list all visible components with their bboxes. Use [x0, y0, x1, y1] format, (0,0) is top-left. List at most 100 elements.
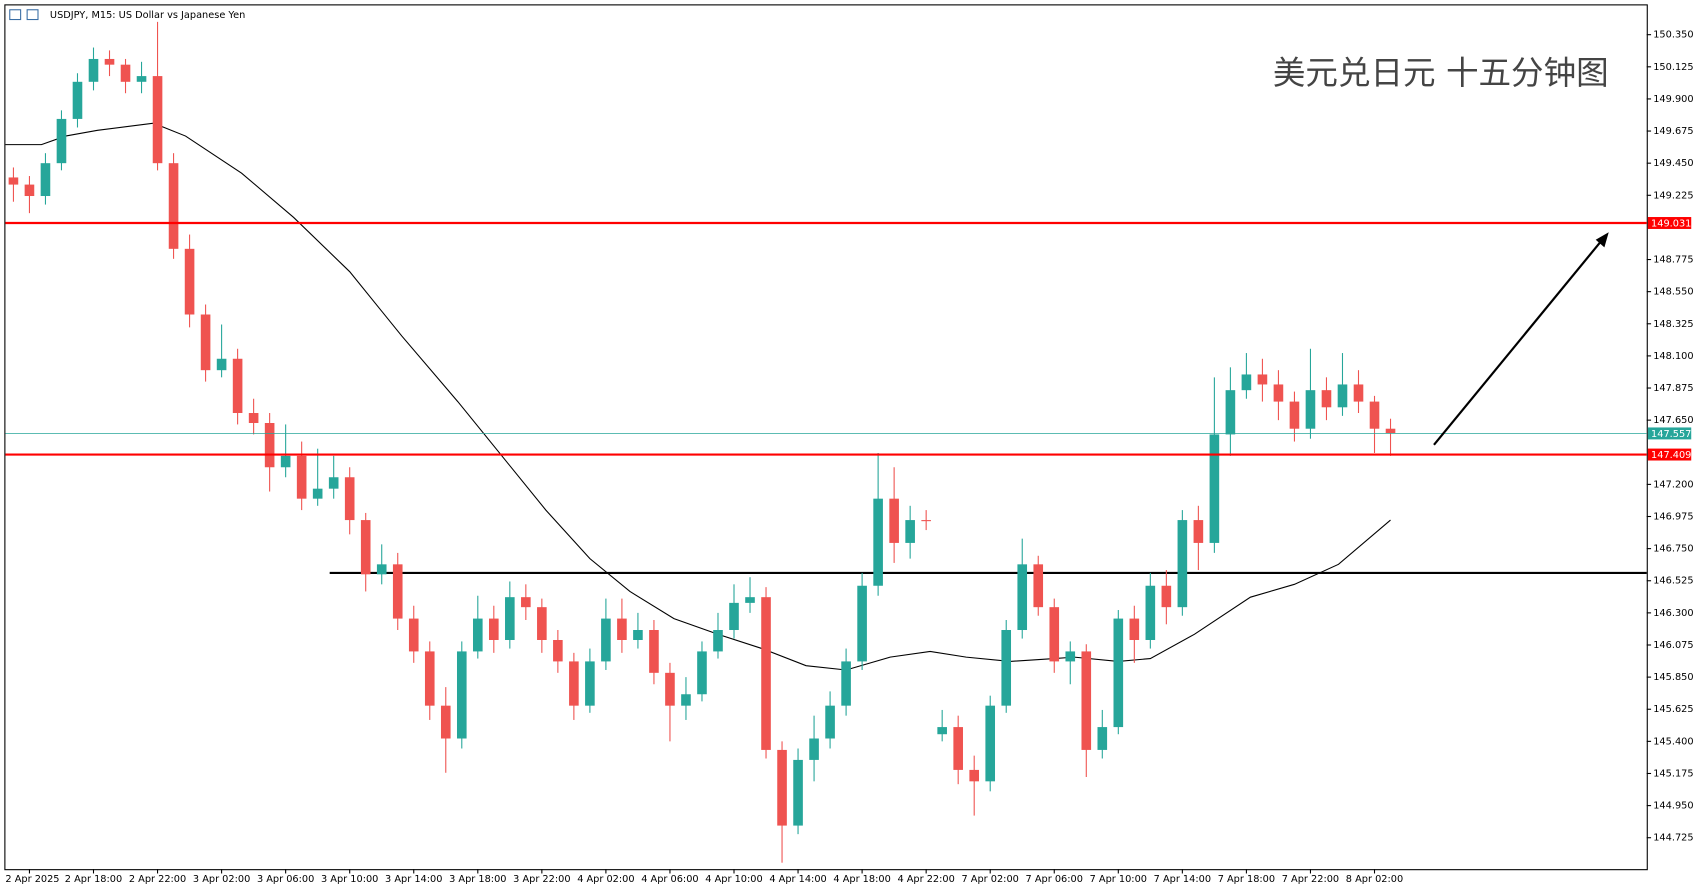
x-tick-label: 7 Apr 18:00 — [1218, 874, 1275, 885]
candle-body — [1385, 428, 1396, 434]
candle-body — [601, 618, 611, 662]
candle-body — [569, 661, 579, 706]
candle-body — [376, 564, 387, 575]
candle-body — [1337, 384, 1348, 408]
candle-body — [937, 727, 947, 735]
candle-body — [184, 248, 195, 315]
candle-body — [120, 64, 131, 82]
candle-body — [168, 163, 179, 249]
x-tick-label: 7 Apr 10:00 — [1090, 874, 1147, 885]
candle-body — [56, 118, 67, 164]
arrow — [1433, 239, 1604, 446]
candle-body — [697, 651, 707, 695]
candle-body — [873, 498, 883, 586]
price-label: 149.031 — [1651, 219, 1691, 230]
plot-frame — [4, 4, 1648, 871]
x-tick-label: 3 Apr 02:00 — [193, 874, 250, 885]
candle-body — [1017, 564, 1028, 631]
candle-body — [408, 618, 419, 652]
candle-body — [825, 705, 835, 739]
x-tick-label: 3 Apr 18:00 — [449, 874, 506, 885]
candle-body — [1145, 585, 1156, 640]
candle-body — [745, 597, 755, 603]
y-tick-label: 145.400 — [1653, 736, 1693, 747]
x-tick-label: 8 Apr 02:00 — [1346, 874, 1403, 885]
candle-body — [1065, 651, 1076, 662]
price-label: 147.557 — [1651, 429, 1691, 440]
candle-body — [521, 597, 531, 608]
candle-body — [472, 618, 483, 652]
x-tick-label: 2 Apr 22:00 — [129, 874, 186, 885]
candle-body — [440, 705, 451, 739]
candle-body — [1321, 390, 1332, 408]
candle-body — [136, 76, 147, 82]
candle-body — [1161, 585, 1172, 608]
candle-body — [1209, 434, 1220, 543]
candle-body — [761, 597, 771, 750]
y-tick-label: 148.550 — [1653, 287, 1693, 298]
candle-body — [489, 618, 499, 640]
candle-body — [1257, 374, 1268, 385]
candle-body — [424, 651, 435, 706]
y-tick-label: 148.775 — [1653, 255, 1693, 266]
candle-body — [1241, 374, 1252, 391]
candle-body — [1049, 607, 1060, 662]
candle-body — [1177, 520, 1188, 608]
x-tick-label: 3 Apr 22:00 — [513, 874, 570, 885]
candle-body — [1097, 727, 1108, 750]
chart-title: USDJPY, M15: US Dollar vs Japanese Yen — [50, 10, 245, 21]
x-tick-label: 2 Apr 2025 — [5, 874, 59, 885]
x-tick-label: 3 Apr 10:00 — [321, 874, 378, 885]
candle-body — [537, 607, 547, 640]
candle-body — [1081, 651, 1092, 750]
candle-body — [665, 672, 675, 706]
y-tick-label: 149.450 — [1653, 158, 1693, 169]
x-tick-label: 7 Apr 02:00 — [962, 874, 1019, 885]
candle-body — [953, 727, 963, 770]
y-tick-label: 146.075 — [1653, 640, 1693, 651]
x-tick-label: 4 Apr 06:00 — [641, 874, 698, 885]
x-tick-label: 4 Apr 14:00 — [769, 874, 826, 885]
x-tick-label: 7 Apr 14:00 — [1154, 874, 1211, 885]
candle-body — [809, 738, 819, 760]
candle-body — [889, 498, 899, 543]
candle-body — [24, 184, 35, 197]
candle-body — [1225, 390, 1236, 435]
candle-body — [248, 413, 259, 424]
candle-body — [104, 58, 115, 65]
candle-body — [617, 618, 627, 640]
candle-body — [328, 477, 339, 489]
candle-body — [456, 651, 467, 739]
candle-body — [296, 455, 307, 499]
candle-body — [681, 694, 691, 706]
candle-body — [841, 661, 851, 706]
candle-body — [312, 488, 323, 499]
candle-body — [360, 520, 371, 575]
candle-body — [793, 759, 803, 826]
price-label-box — [1647, 217, 1692, 229]
y-tick-label: 145.175 — [1653, 768, 1693, 779]
candle-body — [8, 177, 19, 185]
candle-body — [216, 358, 227, 371]
candle-body — [857, 585, 867, 662]
candle-body — [905, 520, 915, 543]
x-tick-label: 3 Apr 14:00 — [385, 874, 442, 885]
candle-body — [72, 81, 83, 119]
candle-body — [40, 163, 51, 197]
candle-body — [1001, 630, 1012, 706]
candle-body — [633, 630, 643, 640]
candle-body — [1289, 401, 1300, 429]
candle-body — [1305, 390, 1316, 429]
x-tick-label: 3 Apr 06:00 — [257, 874, 314, 885]
candle-body — [585, 661, 595, 706]
x-tick-label: 4 Apr 10:00 — [705, 874, 762, 885]
price-label-box — [1647, 427, 1692, 440]
y-tick-label: 146.750 — [1653, 544, 1693, 555]
y-tick-label: 145.850 — [1653, 672, 1693, 683]
y-tick-label: 147.875 — [1653, 383, 1693, 394]
candle-body — [777, 749, 787, 826]
candle-body — [200, 314, 211, 371]
candle-body — [729, 602, 739, 631]
y-tick-label: 146.300 — [1653, 608, 1693, 619]
